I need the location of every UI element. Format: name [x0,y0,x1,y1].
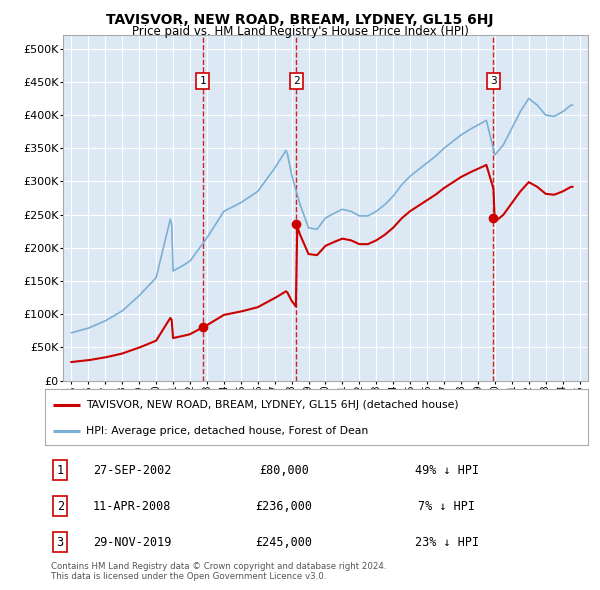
Text: 29-NOV-2019: 29-NOV-2019 [92,536,171,549]
Text: 11-APR-2008: 11-APR-2008 [92,500,171,513]
Text: 23% ↓ HPI: 23% ↓ HPI [415,536,479,549]
Text: 2: 2 [56,500,64,513]
Text: This data is licensed under the Open Government Licence v3.0.: This data is licensed under the Open Gov… [51,572,326,581]
Text: £236,000: £236,000 [256,500,313,513]
Text: £80,000: £80,000 [259,464,309,477]
Text: 3: 3 [490,76,497,86]
Text: £245,000: £245,000 [256,536,313,549]
Text: TAVISVOR, NEW ROAD, BREAM, LYDNEY, GL15 6HJ: TAVISVOR, NEW ROAD, BREAM, LYDNEY, GL15 … [106,13,494,27]
Text: TAVISVOR, NEW ROAD, BREAM, LYDNEY, GL15 6HJ (detached house): TAVISVOR, NEW ROAD, BREAM, LYDNEY, GL15 … [86,400,458,410]
Text: Contains HM Land Registry data © Crown copyright and database right 2024.: Contains HM Land Registry data © Crown c… [51,562,386,571]
Text: 7% ↓ HPI: 7% ↓ HPI [418,500,475,513]
Text: 27-SEP-2002: 27-SEP-2002 [92,464,171,477]
Text: 2: 2 [293,76,300,86]
Text: 3: 3 [56,536,64,549]
Text: 1: 1 [56,464,64,477]
Text: 49% ↓ HPI: 49% ↓ HPI [415,464,479,477]
Text: Price paid vs. HM Land Registry's House Price Index (HPI): Price paid vs. HM Land Registry's House … [131,25,469,38]
Text: 1: 1 [199,76,206,86]
Text: HPI: Average price, detached house, Forest of Dean: HPI: Average price, detached house, Fore… [86,426,368,436]
